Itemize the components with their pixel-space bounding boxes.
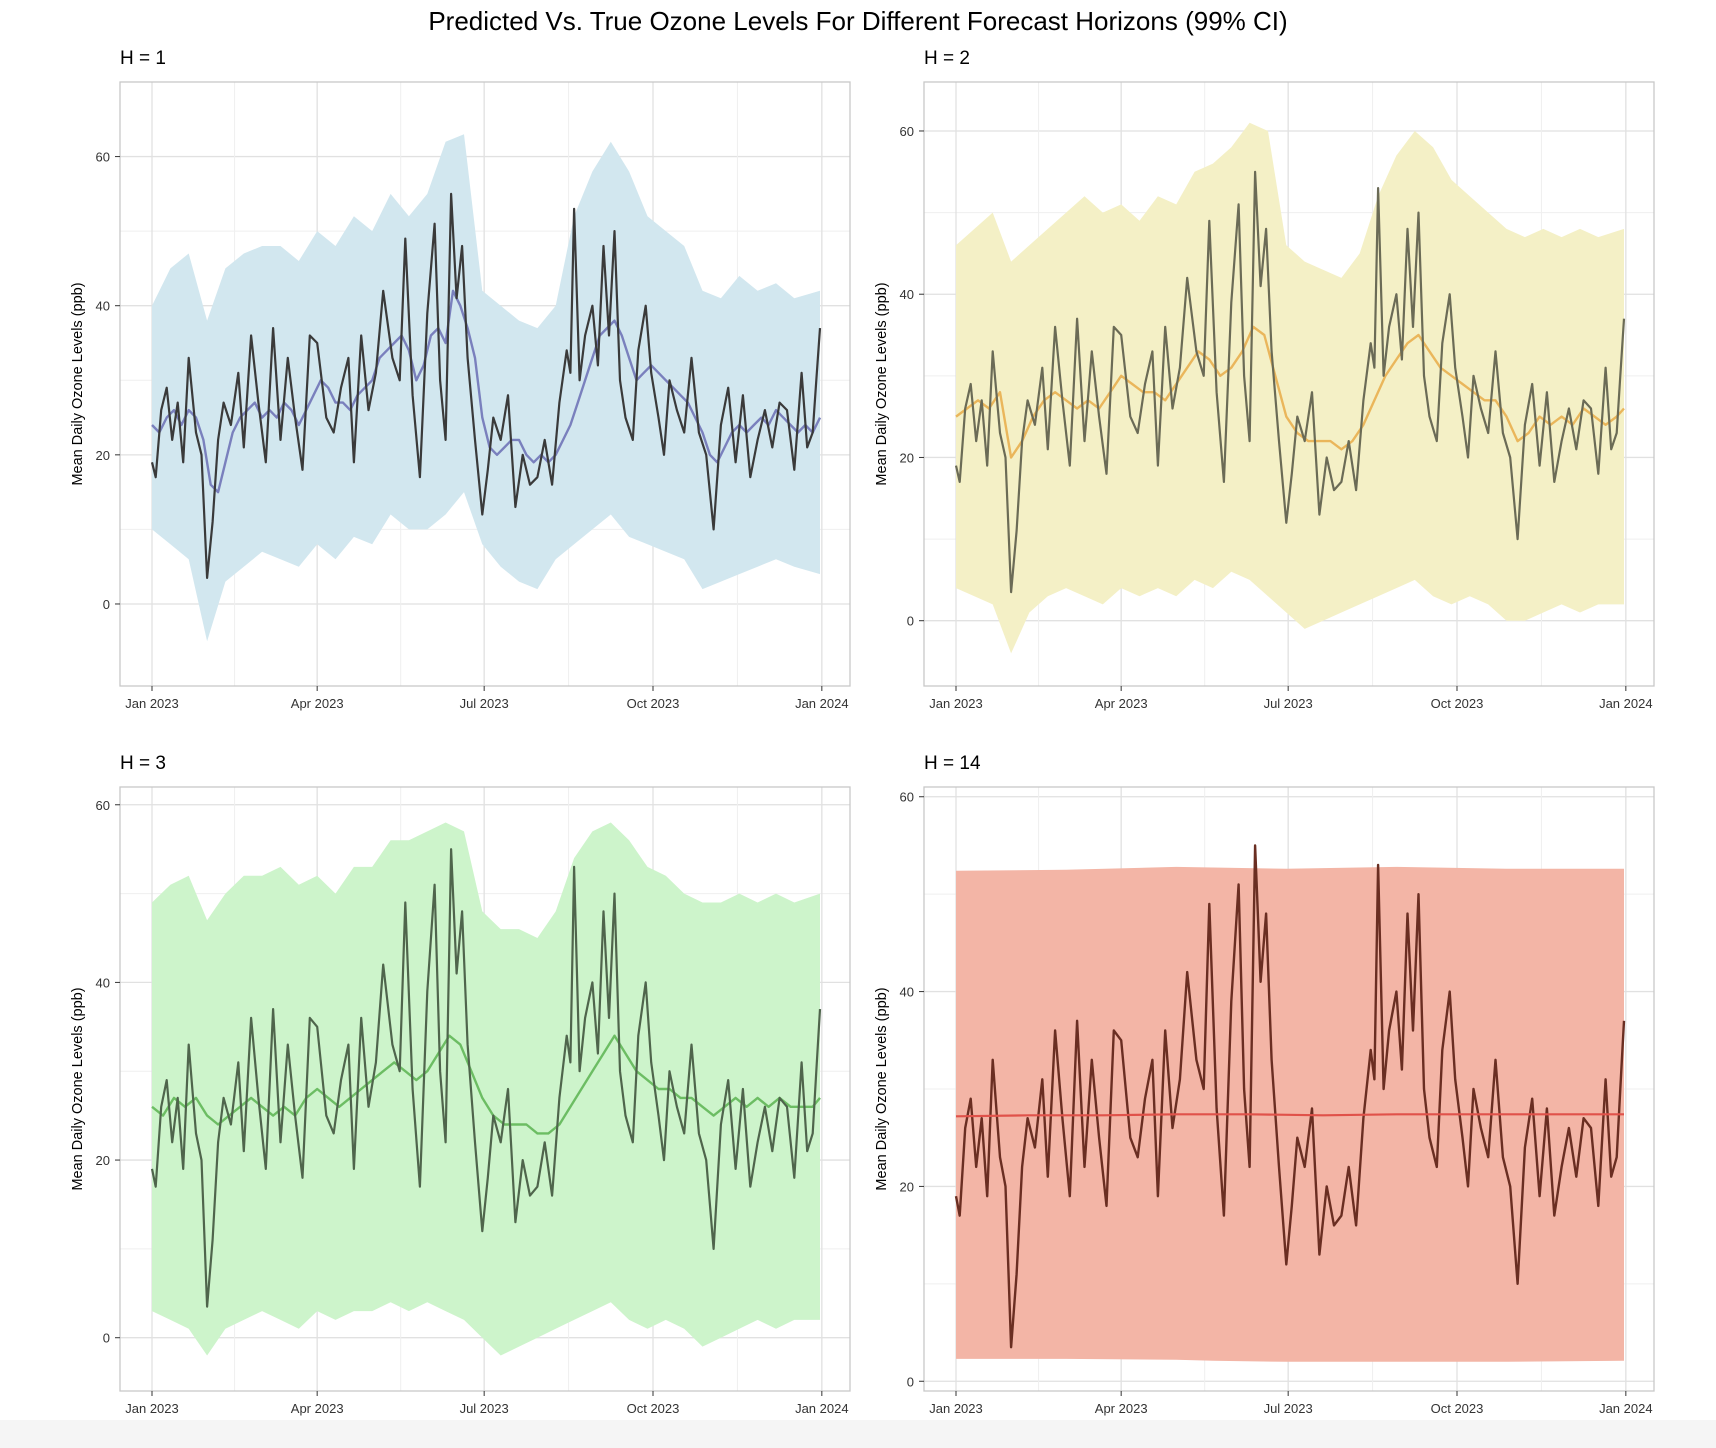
x-tick-label: Jan 2023 <box>929 1401 983 1416</box>
y-tick-label: 20 <box>96 448 110 463</box>
panel-title: H = 1 <box>120 48 166 69</box>
predicted-series-line <box>151 1034 821 1135</box>
x-tick-label: Oct 2023 <box>1431 696 1484 711</box>
x-tick-label: Jan 2024 <box>795 696 849 711</box>
predicted-series-line <box>955 1113 1624 1118</box>
panel-border <box>923 786 1655 1392</box>
panel-4: 0 20 40 60 Jan 2023 Apr 2023 Jul 2023 Oct 2023 J… <box>874 753 1655 1416</box>
x-tick-label: Oct 2023 <box>627 696 680 711</box>
x-tick-label: Apr 2023 <box>1095 1401 1148 1416</box>
x-tick-label: Oct 2023 <box>1431 1401 1484 1416</box>
footer-bar <box>0 1420 1716 1448</box>
ci-band <box>956 122 1624 654</box>
x-tick-label: Jul 2023 <box>1264 1401 1313 1416</box>
x-tick-label: Jul 2023 <box>460 696 509 711</box>
x-tick-label: Jan 2024 <box>1599 696 1653 711</box>
x-tick-label: Jul 2023 <box>460 1401 509 1416</box>
y-tick-label: 60 <box>96 798 110 813</box>
true-series-line <box>954 844 1626 1349</box>
panel-3: 0 20 40 60 Jan 2023 Apr 2023 Jul 2023 Oct 2023 J… <box>70 753 851 1416</box>
true-series-line <box>954 170 1626 594</box>
y-tick-label: 60 <box>96 150 110 165</box>
y-axis-label: Mean Daily Ozone Levels (ppb) <box>70 987 86 1190</box>
y-tick-label: 40 <box>96 299 110 314</box>
y-tick-label: 60 <box>900 124 914 139</box>
x-tick-label: Apr 2023 <box>1095 696 1148 711</box>
panel-title: H = 2 <box>924 48 970 69</box>
panel-title: H = 3 <box>120 753 166 774</box>
x-tick-label: Oct 2023 <box>627 1401 680 1416</box>
x-tick-label: Apr 2023 <box>291 1401 344 1416</box>
predicted-series-line <box>955 325 1625 459</box>
ci-band <box>152 134 820 642</box>
y-tick-label: 20 <box>96 1153 110 1168</box>
true-series-line <box>150 192 822 580</box>
y-tick-label: 20 <box>900 1179 914 1194</box>
y-tick-label: 0 <box>103 597 110 612</box>
y-tick-label: 20 <box>900 450 914 465</box>
y-tick-label: 0 <box>907 1374 914 1389</box>
ci-band <box>152 822 820 1356</box>
true-series-line <box>150 848 822 1308</box>
panel-2: 0 20 40 60 Jan 2023 Apr 2023 Jul 2023 Oct 2023 J… <box>874 48 1655 711</box>
x-tick-label: Jan 2023 <box>125 1401 179 1416</box>
figure-title: Predicted Vs. True Ozone Levels For Diff… <box>428 6 1288 36</box>
x-tick-label: Jan 2024 <box>1599 1401 1653 1416</box>
y-tick-label: 0 <box>907 614 914 629</box>
predicted-series-line <box>151 289 822 494</box>
x-tick-label: Jul 2023 <box>1264 696 1313 711</box>
y-tick-label: 40 <box>96 975 110 990</box>
y-axis-label: Mean Daily Ozone Levels (ppb) <box>874 987 890 1190</box>
y-tick-label: 0 <box>103 1331 110 1346</box>
y-tick-label: 60 <box>900 790 914 805</box>
panel-title: H = 14 <box>924 753 981 774</box>
y-axis-label: Mean Daily Ozone Levels (ppb) <box>70 282 86 485</box>
y-tick-label: 40 <box>900 985 914 1000</box>
panel-1: 0 20 40 60 Jan 2023 Apr 2023 Jul 2023 Oct 2023 J… <box>70 48 851 711</box>
panel-border <box>119 786 851 1392</box>
x-tick-label: Jan 2023 <box>929 696 983 711</box>
x-tick-label: Apr 2023 <box>291 696 344 711</box>
y-axis-label: Mean Daily Ozone Levels (ppb) <box>874 282 890 485</box>
panel-border <box>119 81 851 687</box>
x-tick-label: Jan 2023 <box>125 696 179 711</box>
x-tick-label: Jan 2024 <box>795 1401 849 1416</box>
panel-border <box>923 81 1655 687</box>
y-tick-label: 40 <box>900 287 914 302</box>
